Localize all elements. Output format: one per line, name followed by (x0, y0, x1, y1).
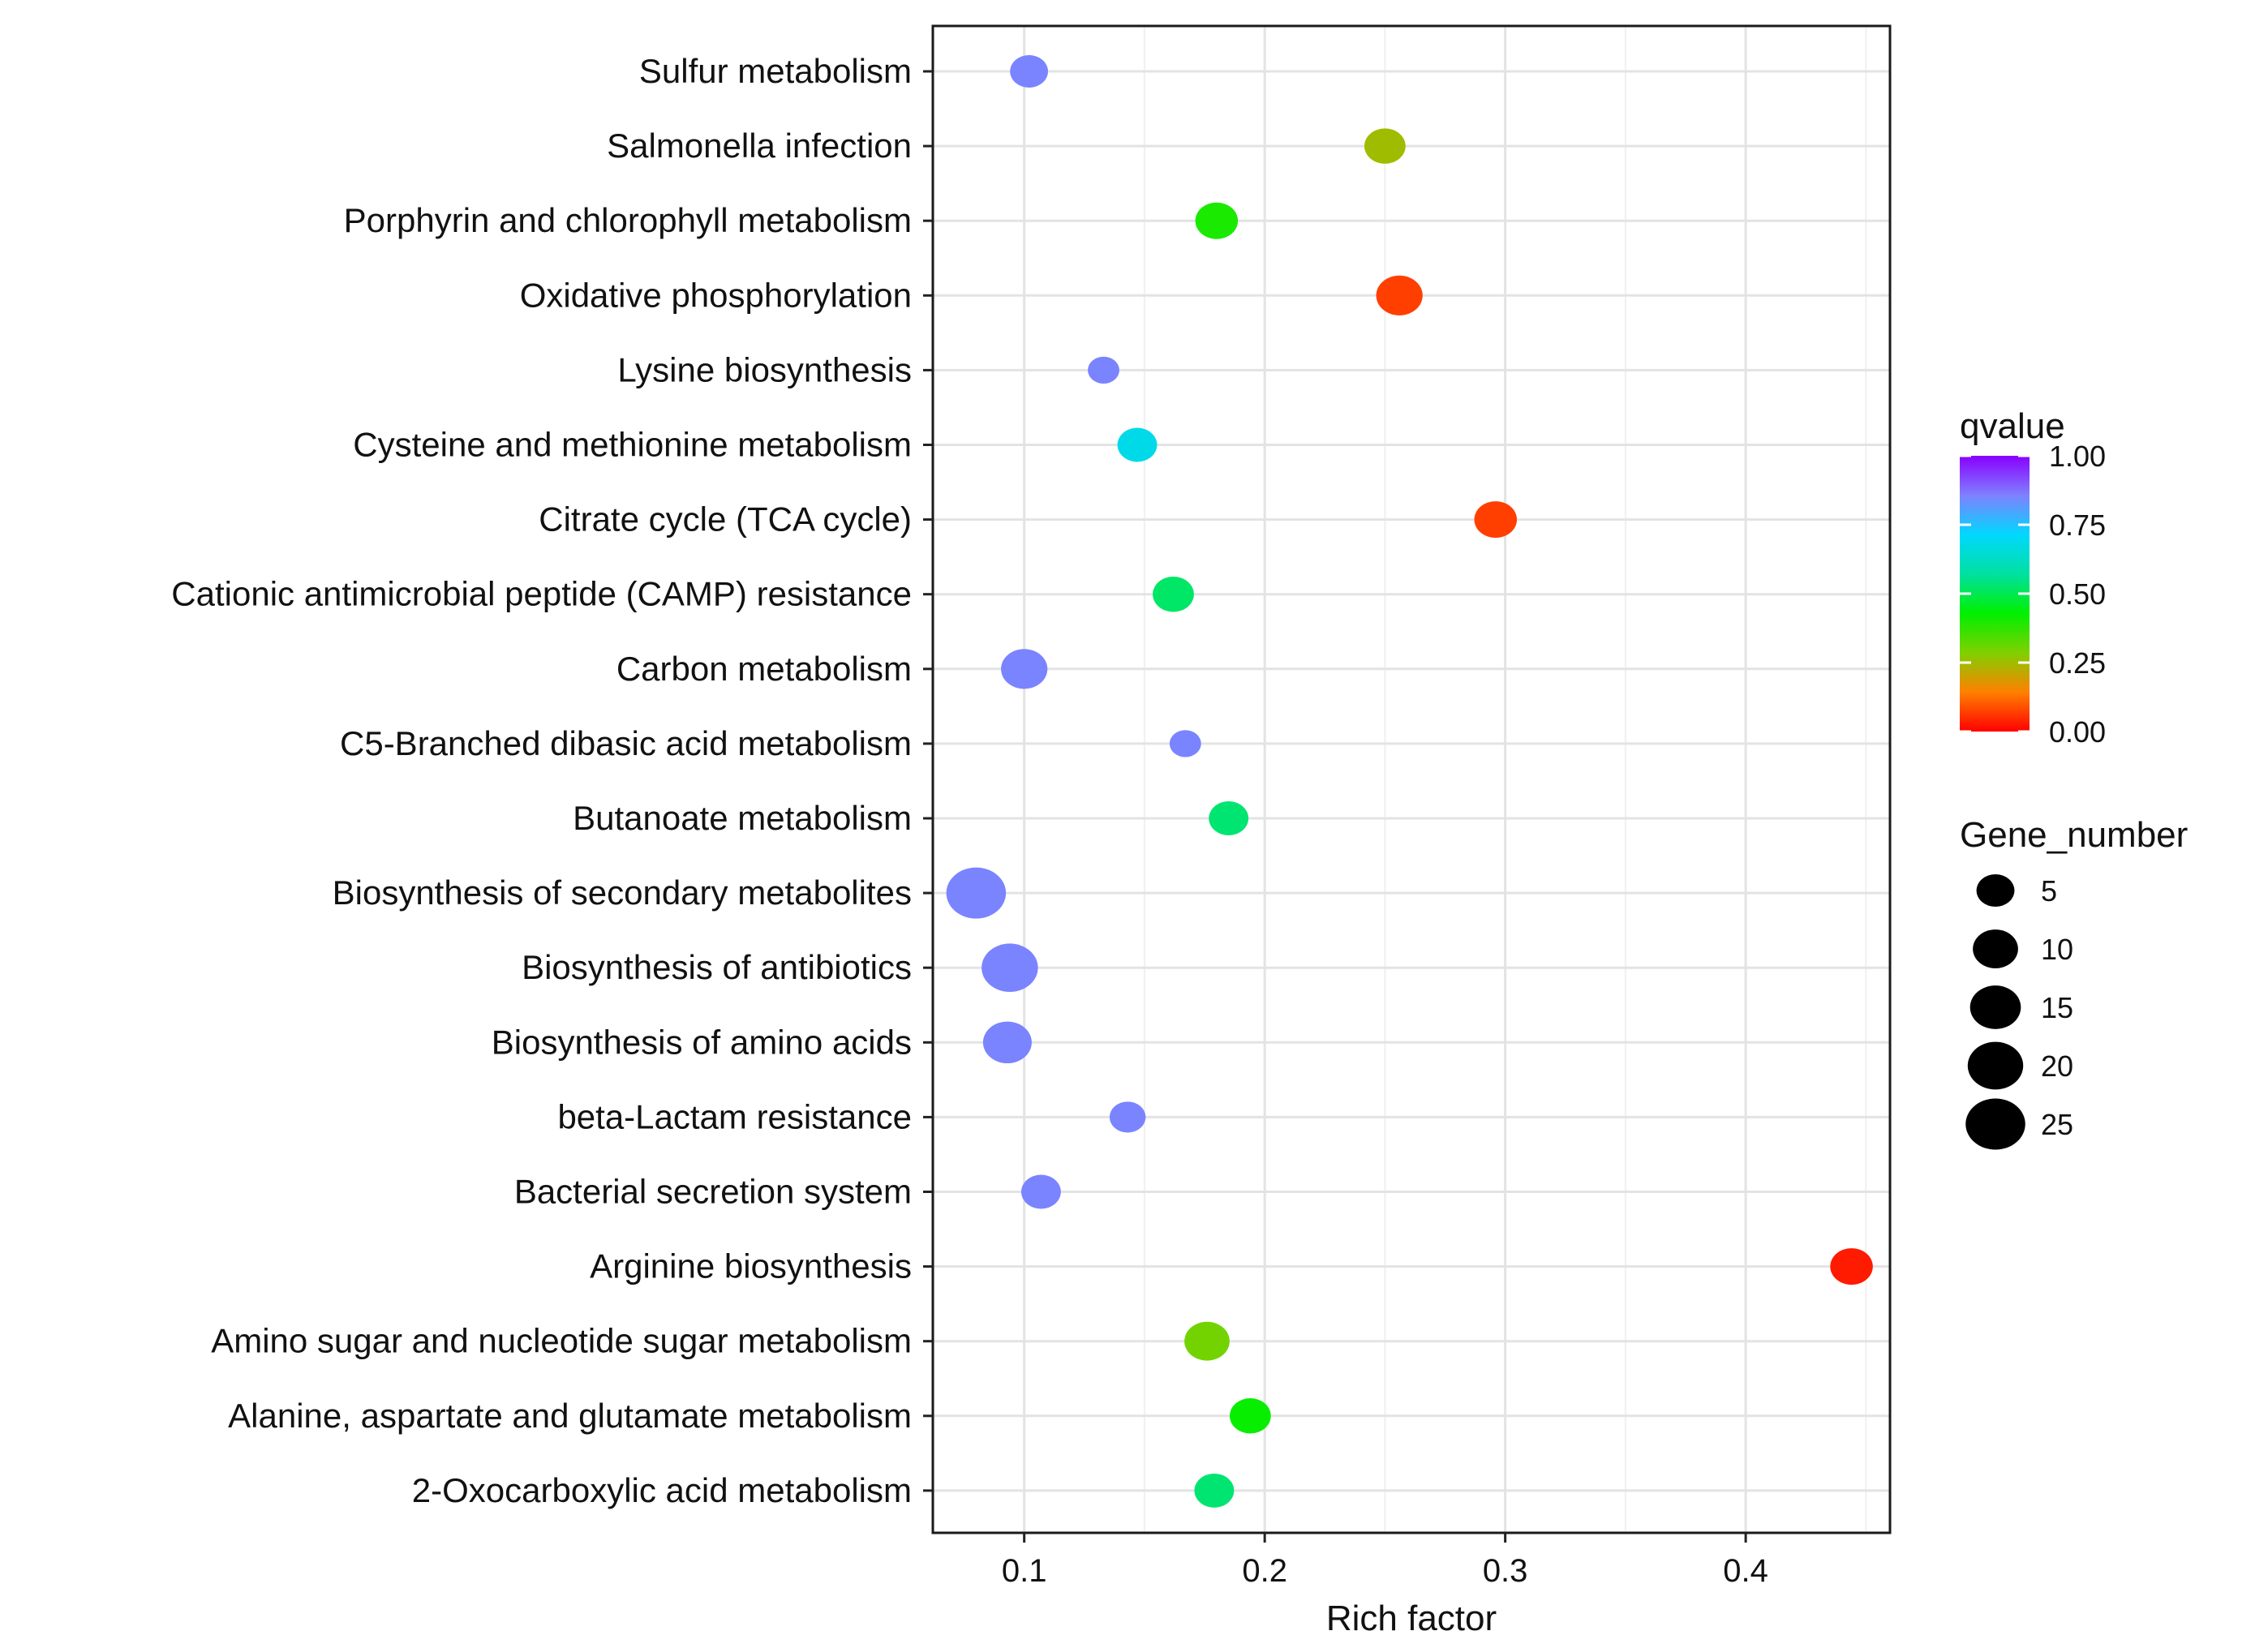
data-point (946, 867, 1007, 919)
category-label: Salmonella infection (607, 127, 912, 165)
data-point (1209, 801, 1249, 835)
category-label: Bacterial secretion system (514, 1173, 912, 1211)
plot-panel-border (931, 24, 1892, 1534)
gene-number-legend-title: Gene_number (1960, 815, 2188, 855)
y-axis: Sulfur metabolism Salmonella infection Por… (171, 52, 933, 1509)
qvalue-legend-ticks: 1.00 0.75 0.50 0.25 0.00 (1960, 440, 2106, 749)
category-label: 2-Oxocarboxylic acid metabolism (412, 1471, 912, 1509)
category-label: Alanine, aspartate and glutamate metabol… (228, 1397, 912, 1435)
data-point (1184, 1321, 1230, 1361)
data-point (1830, 1248, 1873, 1285)
qvalue-tick-label: 1.00 (2049, 440, 2106, 473)
data-point (1194, 1473, 1235, 1508)
gene-number-legend-label: 10 (2041, 933, 2073, 966)
qvalue-tick-label: 0.00 (2049, 715, 2106, 749)
data-point (1001, 649, 1048, 689)
data-point (982, 943, 1038, 992)
grid-lines (933, 26, 1890, 1533)
gene-number-legend-label: 25 (2041, 1108, 2073, 1141)
data-point (1088, 356, 1119, 384)
gene-number-legend-dot (1976, 873, 2015, 908)
category-label: Lysine biosynthesis (617, 350, 912, 388)
data-point (1109, 1101, 1146, 1133)
category-label: Biosynthesis of amino acids (492, 1023, 912, 1061)
category-label: beta-Lactam resistance (557, 1097, 912, 1135)
data-point (1229, 1398, 1271, 1434)
data-point (1020, 1174, 1061, 1209)
data-point (1010, 54, 1048, 88)
x-tick-label: 0.1 (1002, 1553, 1047, 1589)
gene-number-legend-label: 15 (2041, 991, 2073, 1024)
category-label: C5-Branched dibasic acid metabolism (340, 724, 912, 762)
category-label: Amino sugar and nucleotide sugar metabol… (211, 1322, 912, 1360)
category-label: Biosynthesis of antibiotics (522, 948, 912, 986)
category-label: Biosynthesis of secondary metabolites (333, 873, 912, 912)
x-axis-title: Rich factor (1326, 1599, 1497, 1638)
category-label: Citrate cycle (TCA cycle) (539, 500, 912, 539)
qvalue-tick-label: 0.75 (2049, 509, 2106, 542)
data-point (1117, 427, 1158, 462)
gene-number-legend-dot (1969, 985, 2021, 1029)
data-point (982, 1021, 1032, 1064)
gene-number-legend-dot (1965, 1098, 2025, 1150)
data-point (1376, 275, 1423, 315)
category-label: Sulfur metabolism (639, 52, 912, 90)
qvalue-tick-label: 0.25 (2049, 646, 2106, 680)
gene-number-legend-dot (1967, 1041, 2024, 1090)
gene-number-legend-dot (1973, 929, 2018, 968)
data-point (1195, 202, 1239, 239)
category-label: Cationic antimicrobial peptide (CAMP) re… (171, 575, 912, 613)
category-label: Butanoate metabolism (573, 799, 912, 837)
x-tick-label: 0.2 (1242, 1553, 1287, 1589)
category-label: Cysteine and methionine metabolism (353, 426, 912, 464)
category-label: Porphyrin and chlorophyll metabolism (344, 201, 912, 239)
x-axis: 0.1 0.2 0.3 0.4 (1002, 1533, 1768, 1589)
data-point (1153, 576, 1194, 612)
category-label: Oxidative phosphorylation (520, 276, 912, 314)
gene-number-legend-label: 20 (2041, 1049, 2073, 1083)
gene-number-legend-items: 5 10 15 20 25 (1965, 873, 2073, 1150)
data-point (1474, 501, 1518, 539)
qvalue-colorbar (1960, 456, 2030, 732)
qvalue-legend-title: qvalue (1960, 406, 2065, 446)
data-points (946, 54, 1873, 1508)
x-tick-label: 0.4 (1723, 1553, 1768, 1589)
qvalue-tick-label: 0.50 (2049, 577, 2106, 611)
plot-panel-background (933, 26, 1890, 1533)
data-point (1364, 128, 1406, 164)
legends: qvalue 1.000.750.500.250.00 Gene_number … (1960, 406, 2188, 1150)
category-label: Arginine biosynthesis (590, 1247, 912, 1285)
x-tick-label: 0.3 (1483, 1553, 1528, 1589)
data-point (1169, 730, 1201, 757)
gene-number-legend-label: 5 (2041, 874, 2057, 908)
category-label: Carbon metabolism (616, 650, 912, 688)
